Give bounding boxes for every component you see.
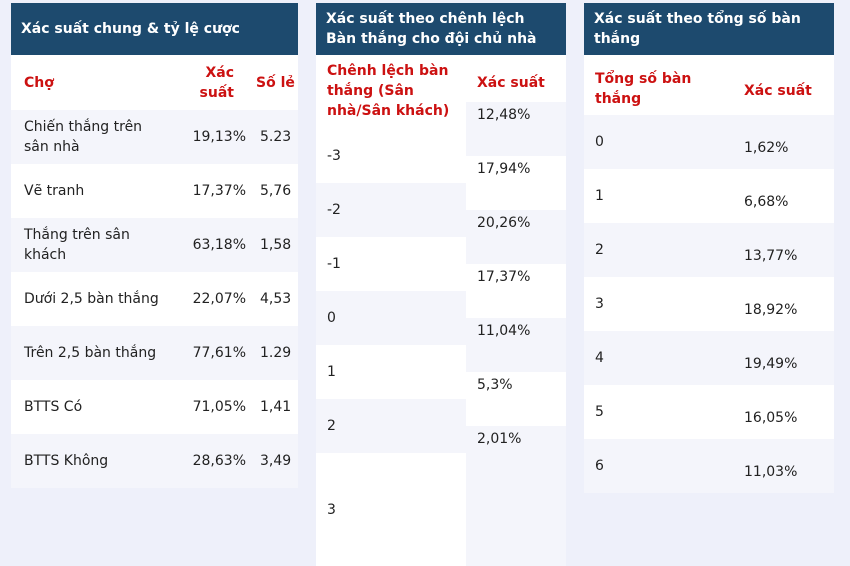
probability-cell: 6,68%	[744, 194, 789, 210]
general-odds-column-header: Chợ Xác suất Số lẻ	[11, 55, 298, 110]
col-market: Chợ	[24, 74, 54, 91]
market-cell: Trên 2,5 bàn thắng	[24, 345, 157, 361]
probability-cell: 17,37%	[466, 264, 566, 318]
general-odds-panel: Xác suất chung & tỷ lệ cược Chợ Xác suất…	[11, 3, 298, 488]
probability-cell: 18,92%	[744, 302, 798, 318]
table-row: 4 19,49%	[584, 331, 834, 385]
difference-cell: 3	[316, 453, 466, 566]
col-total-goals: Tổng số bàn thắng	[595, 71, 692, 107]
odds-cell: 3,49	[260, 453, 292, 469]
goal-difference-title: Xác suất theo chênh lệch Bàn thắng cho đ…	[316, 3, 566, 55]
probability-cell: 17,37%	[192, 183, 246, 199]
probability-cell: 11,03%	[744, 464, 798, 480]
total-goals-panel: Xác suất theo tổng số bàn thắng Tổng số …	[584, 3, 834, 493]
total-goals-cell: 6	[595, 458, 604, 474]
market-cell: Vẽ tranh	[24, 183, 85, 199]
market-cell: Thắng trên sân khách	[24, 227, 130, 263]
goal-difference-panel: Xác suất theo chênh lệch Bàn thắng cho đ…	[316, 3, 566, 566]
total-goals-cell: 3	[595, 296, 604, 312]
market-cell: Chiến thắng trên sân nhà	[24, 119, 143, 155]
probability-cell: 19,13%	[192, 129, 246, 145]
table-row: Dưới 2,5 bàn thắng 22,07% 4,53	[11, 272, 298, 326]
probability-cell: 28,63%	[192, 453, 246, 469]
difference-cell: -1	[316, 237, 466, 291]
table-row: Trên 2,5 bàn thắng 77,61% 1.29	[11, 326, 298, 380]
total-goals-cell: 2	[595, 242, 604, 258]
difference-cell: 0	[316, 291, 466, 345]
total-goals-title: Xác suất theo tổng số bàn thắng	[584, 3, 834, 55]
table-row: Thắng trên sân khách 63,18% 1,58	[11, 218, 298, 272]
col-probability: Xác suất	[744, 83, 812, 99]
probability-cell: 13,77%	[744, 248, 798, 264]
col-goal-difference: Chênh lệch bàn thắng (Sân nhà/Sân khách)	[327, 63, 450, 119]
total-goals-cell: 4	[595, 350, 604, 366]
col-probability: Xác suất	[477, 75, 545, 91]
probability-cell: 11,04%	[466, 318, 566, 372]
difference-cell: 1	[316, 345, 466, 399]
odds-cell: 1,41	[260, 399, 292, 415]
total-goals-cell: 0	[595, 134, 604, 150]
total-goals-cell: 1	[595, 188, 604, 204]
difference-cell: -2	[316, 183, 466, 237]
probability-cell: 63,18%	[192, 237, 246, 253]
odds-cell: 5.23	[260, 129, 292, 145]
total-goals-column-header: Tổng số bàn thắng Xác suất	[584, 55, 834, 115]
probability-cell: 77,61%	[192, 345, 246, 361]
total-goals-cell: 5	[595, 404, 604, 420]
odds-cell: 5,76	[260, 183, 292, 199]
market-cell: BTTS Không	[24, 453, 109, 469]
market-cell: BTTS Có	[24, 399, 83, 415]
difference-column: -3 -2 -1 0 1 2 3	[316, 129, 466, 566]
table-row: Vẽ tranh 17,37% 5,76	[11, 164, 298, 218]
market-cell: Dưới 2,5 bàn thắng	[24, 291, 159, 307]
goal-difference-column-header: Chênh lệch bàn thắng (Sân nhà/Sân khách)…	[316, 55, 566, 129]
general-odds-title: Xác suất chung & tỷ lệ cược	[11, 3, 298, 55]
probability-cell: 17,94%	[466, 156, 566, 210]
probability-cell: 1,62%	[744, 140, 789, 156]
odds-cell: 1,58	[260, 237, 292, 253]
probability-cell: 19,49%	[744, 356, 798, 372]
table-row: 3 18,92%	[584, 277, 834, 331]
table-row: 6 11,03%	[584, 439, 834, 493]
probability-cell: 12,48%	[466, 102, 566, 156]
probability-cell: 22,07%	[192, 291, 246, 307]
odds-cell: 4,53	[260, 291, 292, 307]
probability-cell: 5,3%	[466, 372, 566, 426]
probability-cell: 16,05%	[744, 410, 798, 426]
difference-cell: -3	[316, 129, 466, 183]
total-goals-rows: 0 1,62% 1 6,68% 2 13,77% 3 18,92% 4 19,4…	[584, 115, 834, 493]
table-row: 0 1,62%	[584, 115, 834, 169]
table-row: Chiến thắng trên sân nhà 19,13% 5.23	[11, 110, 298, 164]
col-odds: Số lẻ	[256, 74, 295, 91]
col-probability: Xác suất	[199, 64, 234, 101]
difference-cell: 2	[316, 399, 466, 453]
table-row: 2 13,77%	[584, 223, 834, 277]
odds-cell: 1.29	[260, 345, 292, 361]
probability-cell: 20,26%	[466, 210, 566, 264]
general-odds-rows: Chiến thắng trên sân nhà 19,13% 5.23 Vẽ …	[11, 110, 298, 488]
probability-column: 12,48% 17,94% 20,26% 17,37% 11,04% 5,3% …	[466, 102, 566, 566]
table-row: BTTS Không 28,63% 3,49	[11, 434, 298, 488]
table-row: BTTS Có 71,05% 1,41	[11, 380, 298, 434]
table-row: 5 16,05%	[584, 385, 834, 439]
goal-difference-grid: -3 -2 -1 0 1 2 3 12,48% 17,94% 20,26% 17…	[316, 102, 566, 566]
table-row: 1 6,68%	[584, 169, 834, 223]
probability-cell: 2,01%	[466, 426, 566, 566]
probability-cell: 71,05%	[192, 399, 246, 415]
